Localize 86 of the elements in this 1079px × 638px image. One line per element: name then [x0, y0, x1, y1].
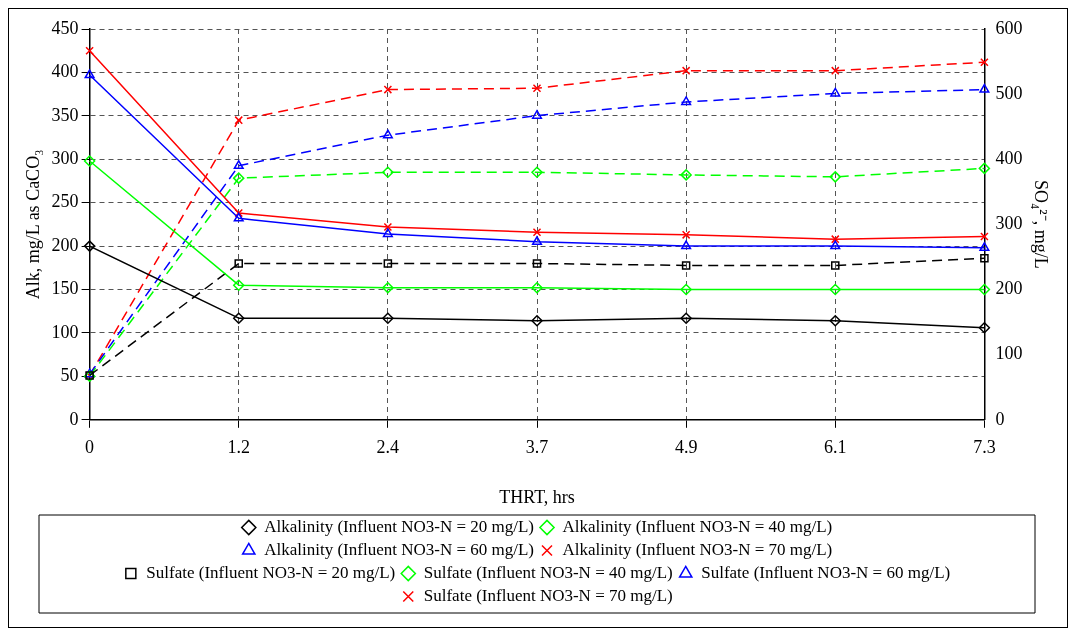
point: [978, 283, 991, 296]
y2-axis-title: SO₄²⁻, mg/L: [1031, 180, 1052, 269]
legend-label: Alkalinity (Influent NO3-N = 40 mg/L): [562, 516, 833, 536]
legend-label: Alkalinity (Influent NO3-N = 70 mg/L): [562, 539, 833, 559]
point: [383, 259, 393, 268]
point: [382, 228, 393, 238]
x-axis-title: THRT, hrs: [499, 486, 575, 507]
point: [532, 83, 542, 93]
point: [234, 259, 244, 268]
point: [830, 240, 841, 250]
point: [979, 242, 990, 252]
y-tick-label: 50: [60, 365, 79, 386]
x-tick-label: 6.1: [824, 437, 847, 458]
y-tick-label: 400: [51, 61, 79, 82]
y-axis-title: Alk, mg/L as CaCO₃: [22, 149, 43, 300]
point: [234, 208, 244, 218]
y2-tick-label: 300: [995, 213, 1023, 234]
y-tick-label: 350: [51, 104, 79, 125]
y2-tick-label: 600: [995, 17, 1023, 38]
point: [382, 166, 394, 179]
point: [680, 283, 692, 296]
point: [681, 230, 691, 240]
legend-label: Sulfate (Influent NO3-N = 60 mg/L): [701, 562, 951, 582]
y-tick-label: 450: [51, 17, 79, 38]
point: [830, 234, 840, 244]
legend-label: Sulfate (Influent NO3-N = 40 mg/L): [423, 562, 673, 582]
point: [382, 282, 394, 294]
x-tick-label: 7.3: [973, 437, 996, 458]
point: [681, 96, 692, 106]
point: [531, 236, 543, 246]
point: [383, 222, 393, 232]
point: [531, 109, 543, 119]
point: [829, 171, 842, 183]
point: [382, 312, 394, 324]
y2-tick-label: 100: [995, 343, 1023, 364]
point: [532, 227, 542, 237]
point: [829, 315, 842, 327]
point: [83, 155, 96, 167]
legend-label: Alkalinity (Influent NO3-N = 60 mg/L): [264, 539, 534, 559]
y-tick-label: 150: [51, 278, 79, 299]
point: [85, 46, 94, 55]
legend-label: Alkalinity (Influent NO3-N = 20 mg/L): [264, 516, 534, 536]
point: [681, 66, 691, 75]
point: [680, 169, 692, 181]
point: [830, 261, 840, 270]
point: [234, 115, 244, 125]
point: [232, 312, 245, 324]
y2-tick-label: 200: [995, 278, 1023, 299]
point: [980, 57, 989, 67]
y2-tick-label: 400: [995, 148, 1023, 168]
point: [978, 322, 991, 334]
point: [382, 129, 393, 139]
x-tick-label: 0: [85, 437, 95, 458]
y-tick-label: 100: [51, 321, 79, 342]
y-tick-label: 300: [51, 148, 79, 168]
point: [830, 87, 841, 97]
y2-tick-label: 500: [995, 82, 1023, 103]
y-tick-label: 0: [69, 408, 79, 429]
point: [233, 160, 244, 170]
point: [830, 66, 840, 75]
point: [978, 162, 991, 175]
y-tick-label: 250: [51, 191, 79, 212]
y2-tick-label: 0: [995, 408, 1005, 429]
point: [979, 83, 990, 93]
point: [681, 240, 692, 250]
point: [980, 253, 989, 263]
point: [232, 172, 245, 184]
legend-label: Sulfate (Influent NO3-N = 70 mg/L): [423, 585, 673, 605]
x-tick-label: 3.7: [525, 437, 549, 458]
point: [531, 282, 543, 294]
legend-label: Sulfate (Influent NO3-N = 20 mg/L): [146, 562, 396, 582]
point: [232, 279, 245, 291]
point: [84, 69, 95, 79]
y-tick-label: 200: [51, 234, 79, 255]
x-tick-label: 4.9: [674, 437, 698, 458]
point: [681, 261, 691, 270]
point: [531, 315, 543, 327]
point: [531, 166, 543, 179]
point: [383, 85, 393, 94]
point: [233, 212, 244, 222]
point: [980, 232, 989, 241]
x-tick-label: 2.4: [376, 437, 400, 458]
point: [532, 259, 542, 268]
x-tick-label: 1.2: [227, 437, 250, 458]
point: [680, 312, 692, 324]
point: [829, 283, 842, 296]
